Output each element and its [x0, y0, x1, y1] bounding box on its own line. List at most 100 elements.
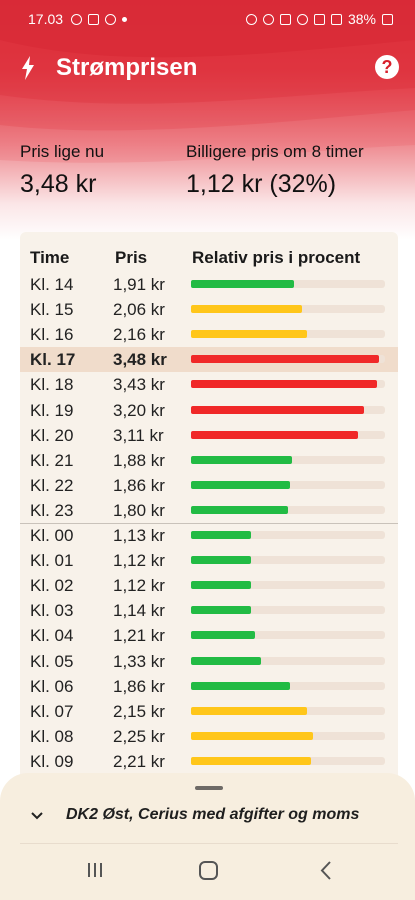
row-time: Kl. 21: [30, 450, 74, 470]
row-price: 2,16 kr: [113, 325, 165, 345]
home-icon[interactable]: [199, 861, 218, 880]
relative-price-bar: [191, 756, 312, 765]
row-time: Kl. 20: [30, 425, 74, 445]
row-time: Kl. 23: [30, 500, 74, 520]
battery-percent: 38%: [347, 11, 376, 27]
relative-price-track: [191, 606, 385, 615]
battery-icon: [382, 13, 393, 25]
relative-price-track: [191, 280, 385, 288]
row-time: Kl. 04: [30, 626, 74, 646]
row-price: 1,91 kr: [113, 275, 165, 294]
status-bar: 17.03 38%: [0, 0, 415, 38]
wave-decoration: [0, 0, 415, 163]
relative-price-track: [191, 531, 385, 539]
system-icons: 38%: [245, 11, 393, 27]
row-time: Kl. 19: [30, 400, 74, 420]
table-row: Kl. 20 3,11 kr: [20, 423, 398, 448]
table-row: Kl. 07 2,15 kr: [20, 699, 398, 724]
relative-price-track: [191, 355, 385, 364]
wifi-icon: [313, 13, 325, 25]
relative-price-bar: [191, 430, 358, 439]
cheaper-price-label: Billigere pris om 8 timer: [186, 142, 364, 161]
relative-price-track: [191, 581, 385, 590]
relative-price-bar: [191, 380, 378, 389]
app-bar: Strømprisen: [0, 46, 415, 90]
relative-price-bar: [191, 355, 380, 364]
app-title: Strømprisen: [56, 54, 198, 81]
row-time: Kl. 01: [30, 551, 74, 571]
row-time: Kl. 14: [30, 275, 74, 294]
bluetooth-icon: [262, 13, 274, 25]
status-time: 17.03: [28, 11, 64, 27]
table-row: Kl. 09 2,21 kr: [20, 749, 398, 774]
header-time: Time: [30, 248, 70, 267]
relative-price-bar: [191, 681, 290, 690]
row-time: Kl. 17: [30, 350, 76, 370]
row-price: 3,11 kr: [113, 425, 164, 445]
help-icon[interactable]: ?: [375, 55, 399, 79]
row-time: Kl. 07: [30, 701, 74, 721]
relative-price-track: [191, 681, 385, 690]
relative-price-bar: [191, 606, 252, 615]
table-row-current: Kl. 17 3,48 kr: [20, 347, 398, 373]
sync-icon: [296, 13, 308, 25]
row-price: 1,86 kr: [113, 676, 165, 696]
table-row: Kl. 06 1,86 kr: [20, 674, 398, 699]
relative-price-track: [191, 505, 385, 514]
row-time: Kl. 02: [30, 576, 74, 596]
row-time: Kl. 18: [30, 375, 74, 395]
row-price: 3,20 kr: [113, 400, 165, 420]
bolt-icon: [22, 56, 34, 80]
table-row: Kl. 22 1,86 kr: [20, 473, 398, 498]
header-background: [0, 0, 415, 240]
row-price: 1,86 kr: [113, 475, 165, 495]
chrome-icon: [71, 13, 83, 25]
notification-icons: [71, 13, 128, 25]
relative-price-track: [191, 556, 385, 565]
day-divider: [20, 523, 398, 524]
relative-price-bar: [191, 455, 292, 464]
sheet-divider: [20, 843, 398, 844]
signal-icon: [330, 13, 342, 25]
relative-price-bar: [191, 405, 364, 414]
relative-price-track: [191, 380, 385, 389]
recent-apps-icon[interactable]: [86, 862, 104, 878]
table-row: Kl. 15 2,06 kr: [20, 297, 398, 322]
more-notifications-icon: [122, 16, 128, 22]
row-time: Kl. 08: [30, 726, 74, 746]
relative-price-bar: [191, 280, 294, 288]
row-price: 1,14 kr: [113, 601, 165, 621]
relative-price-track: [191, 405, 385, 414]
relative-price-bar: [191, 330, 308, 339]
header-price: Pris: [115, 248, 148, 267]
row-time: Kl. 03: [30, 601, 74, 621]
relative-price-track: [191, 706, 385, 715]
row-price: 1,88 kr: [113, 450, 165, 470]
table-row: Kl. 16 2,16 kr: [20, 322, 398, 347]
chevron-down-icon[interactable]: [30, 809, 44, 823]
price-table[interactable]: Time Pris Relativ pris i procent Kl. 14 1…: [20, 232, 398, 792]
table-row: Kl. 19 3,20 kr: [20, 398, 398, 423]
table-row: Kl. 02 1,12 kr: [20, 573, 398, 598]
row-price: 3,43 kr: [113, 375, 165, 395]
relative-price-track: [191, 756, 385, 765]
relative-price-bar: [191, 731, 314, 740]
relative-price-track: [191, 430, 385, 439]
header-relative: Relativ pris i procent: [192, 248, 361, 267]
row-price: 2,15 kr: [113, 701, 165, 721]
relative-price-bar: [191, 631, 256, 640]
region-selector[interactable]: DK2 Øst, Cerius med afgifter og moms: [66, 806, 360, 823]
row-price: 3,48 kr: [113, 350, 167, 370]
table-row: Kl. 03 1,14 kr: [20, 598, 398, 623]
relative-price-track: [191, 631, 385, 640]
row-price: 1,21 kr: [113, 626, 165, 646]
row-price: 2,25 kr: [113, 726, 165, 746]
row-price: 1,13 kr: [113, 526, 165, 545]
row-time: Kl. 22: [30, 475, 74, 495]
drag-handle[interactable]: [195, 786, 223, 790]
back-icon[interactable]: [320, 861, 332, 880]
row-price: 2,21 kr: [113, 751, 165, 771]
relative-price-track: [191, 305, 385, 314]
cheaper-price-value: 1,12 kr (32%): [186, 170, 337, 198]
row-price: 1,12 kr: [113, 551, 165, 571]
